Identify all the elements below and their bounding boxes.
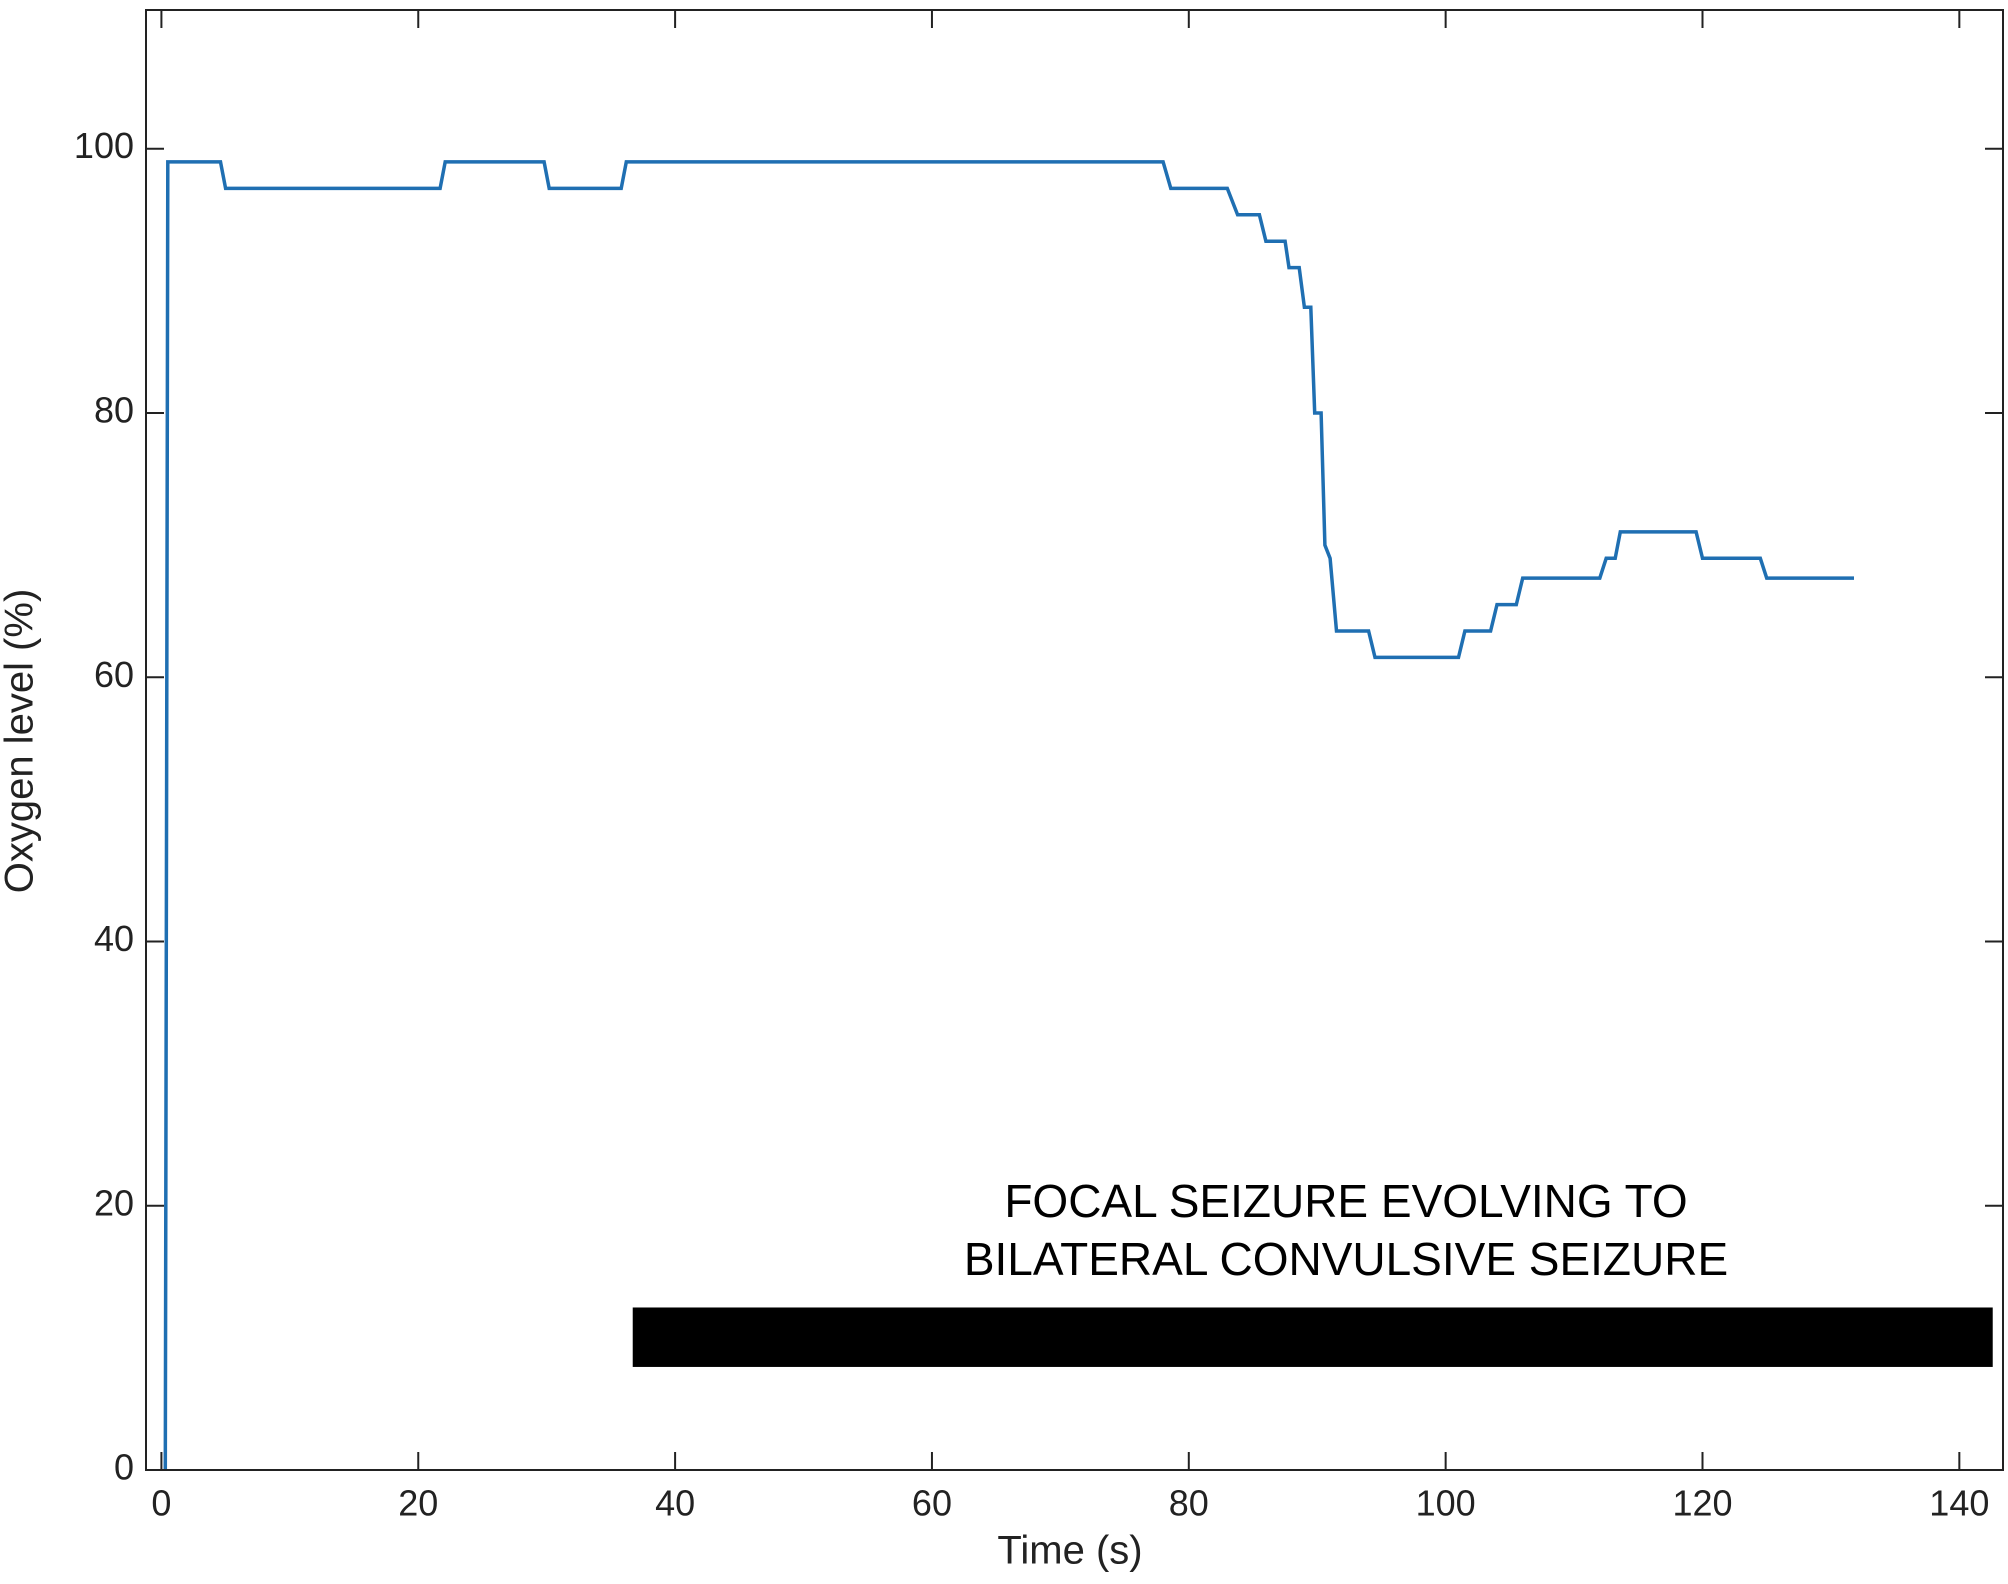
seizure-bar [632, 1307, 1993, 1367]
x-tick-label: 140 [1929, 1483, 1989, 1524]
y-tick-label: 80 [94, 390, 134, 431]
annotation-text: FOCAL SEIZURE EVOLVING TO [1004, 1175, 1687, 1227]
x-tick-label: 60 [912, 1483, 952, 1524]
x-axis-label: Time (s) [997, 1529, 1142, 1573]
y-tick-label: 20 [94, 1182, 134, 1223]
y-tick-label: 40 [94, 918, 134, 959]
annotation-text: BILATERAL CONVULSIVE SEIZURE [964, 1233, 1728, 1285]
x-tick-label: 80 [1169, 1483, 1209, 1524]
x-tick-label: 20 [398, 1483, 438, 1524]
x-tick-label: 40 [655, 1483, 695, 1524]
x-tick-label: 100 [1416, 1483, 1476, 1524]
data-line [163, 160, 1854, 1471]
x-tick-label: 120 [1672, 1483, 1732, 1524]
plot-frame [145, 9, 2004, 1471]
x-tick-label: 0 [151, 1483, 171, 1524]
y-tick-label: 60 [94, 654, 134, 695]
y-tick-label: 100 [74, 125, 134, 166]
y-axis-label: Oxygen level (%) [0, 589, 42, 894]
y-tick-label: 0 [114, 1447, 134, 1488]
